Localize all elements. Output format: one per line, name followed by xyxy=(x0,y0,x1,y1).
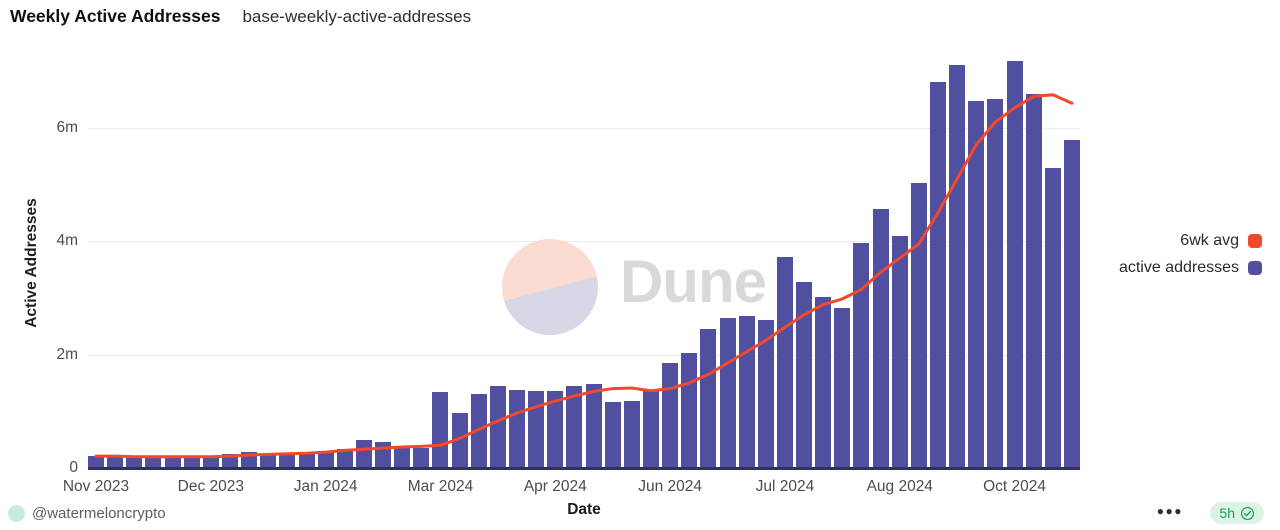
x-tick-label: Nov 2023 xyxy=(62,478,130,495)
bar-week-14[interactable] xyxy=(355,440,372,468)
x-axis-line xyxy=(88,467,1080,470)
avg-line-series[interactable] xyxy=(88,55,1080,468)
y-tick-label: 2m xyxy=(56,345,78,363)
bar-week-41[interactable] xyxy=(872,208,889,468)
bar-week-5[interactable] xyxy=(183,456,200,468)
bar-week-51[interactable] xyxy=(1064,140,1080,468)
dune-watermark-text: Dune xyxy=(620,248,767,315)
bar-week-16[interactable] xyxy=(394,445,411,468)
bar-week-29[interactable] xyxy=(642,390,659,468)
bar-week-40[interactable] xyxy=(853,242,870,468)
bar-week-24[interactable] xyxy=(547,391,564,468)
bar-week-23[interactable] xyxy=(528,390,545,468)
legend-label: active addresses xyxy=(1118,259,1239,276)
freshness-badge[interactable]: 5h xyxy=(1210,502,1264,524)
bar-week-35[interactable] xyxy=(757,319,774,468)
footer: @watermeloncrypto ●●● 5h xyxy=(0,502,1280,526)
bar-week-19[interactable] xyxy=(451,412,468,468)
gridline xyxy=(88,354,1080,356)
author-handle: @watermeloncrypto xyxy=(32,505,166,522)
legend-item-0[interactable]: 6wk avg xyxy=(1180,232,1262,250)
bar-week-17[interactable] xyxy=(413,448,430,468)
y-axis-label: Active Addresses xyxy=(23,198,40,328)
bar-week-13[interactable] xyxy=(336,448,353,468)
legend-swatch-icon xyxy=(1248,234,1262,248)
bar-week-50[interactable] xyxy=(1044,167,1061,468)
bar-week-10[interactable] xyxy=(279,454,296,468)
x-tick-label: Jul 2024 xyxy=(755,478,815,495)
x-tick-label: Oct 2024 xyxy=(983,478,1047,495)
bar-week-39[interactable] xyxy=(834,308,851,468)
x-tick-label: Apr 2024 xyxy=(523,478,587,495)
bar-week-0[interactable] xyxy=(88,456,104,468)
header: Weekly Active Addresses base-weekly-acti… xyxy=(10,6,471,27)
x-tick-label: Jun 2024 xyxy=(638,478,702,495)
verified-check-icon xyxy=(1240,506,1255,520)
y-tick-label: 4m xyxy=(56,232,78,250)
legend-label: 6wk avg xyxy=(1180,232,1239,249)
bar-week-32[interactable] xyxy=(700,329,717,468)
gridline xyxy=(88,127,1080,129)
bar-week-11[interactable] xyxy=(298,451,315,468)
avatar xyxy=(8,505,25,522)
bar-week-48[interactable] xyxy=(1006,60,1023,468)
bar-week-12[interactable] xyxy=(317,450,334,468)
bar-week-36[interactable] xyxy=(776,256,793,468)
bar-week-4[interactable] xyxy=(164,456,181,468)
bar-week-38[interactable] xyxy=(815,297,832,468)
dune-logo-icon xyxy=(502,239,598,335)
bar-week-46[interactable] xyxy=(968,100,985,468)
x-tick-label: Jan 2024 xyxy=(293,478,358,495)
bar-week-44[interactable] xyxy=(930,82,947,468)
bar-week-37[interactable] xyxy=(796,281,813,468)
bar-week-25[interactable] xyxy=(566,385,583,468)
chart-title: Weekly Active Addresses xyxy=(10,6,221,26)
x-axis-label: Date xyxy=(567,501,601,518)
chart-slug: base-weekly-active-addresses xyxy=(242,7,472,26)
bar-week-42[interactable] xyxy=(891,235,908,468)
plot-area: Dune xyxy=(88,55,1080,468)
bar-week-21[interactable] xyxy=(489,385,506,468)
legend-swatch-icon xyxy=(1248,261,1262,275)
y-tick-label: 6m xyxy=(56,118,78,136)
bar-week-20[interactable] xyxy=(470,394,487,468)
bar-week-22[interactable] xyxy=(509,389,526,468)
bar-week-2[interactable] xyxy=(126,456,143,468)
bar-week-27[interactable] xyxy=(604,401,621,468)
bar-week-47[interactable] xyxy=(987,99,1004,468)
y-tick-label: 0 xyxy=(69,459,78,476)
bar-week-33[interactable] xyxy=(719,318,736,468)
more-options-button[interactable]: ●●● xyxy=(1156,504,1183,518)
badge-time-label: 5h xyxy=(1219,505,1235,521)
bar-week-18[interactable] xyxy=(432,391,449,468)
bar-week-28[interactable] xyxy=(623,401,640,468)
x-tick-label: Aug 2024 xyxy=(866,478,933,495)
bar-week-9[interactable] xyxy=(260,454,277,468)
bar-week-26[interactable] xyxy=(585,384,602,468)
x-tick-label: Dec 2023 xyxy=(177,478,244,495)
bar-week-45[interactable] xyxy=(949,65,966,468)
bar-week-6[interactable] xyxy=(202,456,219,468)
legend-item-1[interactable]: active addresses xyxy=(1119,259,1262,277)
bar-week-43[interactable] xyxy=(910,182,927,468)
x-tick-label: Mar 2024 xyxy=(407,478,474,495)
gridline xyxy=(88,241,1080,243)
bar-week-1[interactable] xyxy=(107,456,124,468)
chart-legend: 6wk avg active addresses xyxy=(1119,232,1262,277)
bar-week-3[interactable] xyxy=(145,456,162,468)
bar-week-49[interactable] xyxy=(1025,93,1042,468)
